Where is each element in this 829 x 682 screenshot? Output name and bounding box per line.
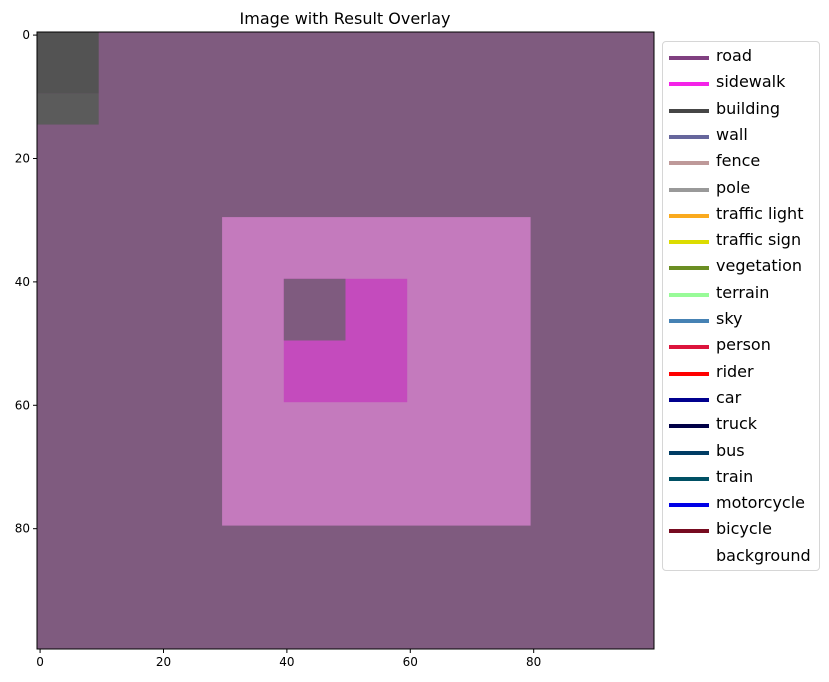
legend-swatch	[669, 82, 709, 87]
legend-item: rider	[663, 360, 819, 386]
legend-label: traffic light	[716, 203, 804, 223]
building-region	[37, 93, 99, 125]
legend-swatch	[669, 292, 709, 297]
legend-item: wall	[663, 123, 819, 149]
legend-swatch	[669, 529, 709, 534]
legend-item: bus	[663, 439, 819, 465]
legend-item: traffic light	[663, 202, 819, 228]
legend-swatch	[669, 397, 709, 402]
legend-item: background	[663, 544, 819, 570]
legend-label: pole	[716, 177, 751, 197]
legend-item: car	[663, 386, 819, 412]
legend-item: person	[663, 333, 819, 359]
legend-label: rider	[716, 361, 754, 381]
legend-label: building	[716, 98, 781, 118]
legend-label: bus	[716, 440, 745, 460]
x-axis: 0 20 40 60 80	[36, 649, 541, 669]
legend-label: background	[716, 545, 811, 565]
x-tick-label: 0	[36, 655, 44, 669]
plot-area	[36, 31, 655, 650]
legend-swatch	[669, 319, 709, 323]
legend-label: train	[716, 466, 754, 486]
y-tick-label: 0	[22, 28, 30, 42]
plot-frame	[36, 31, 655, 650]
legend-label: person	[716, 335, 771, 355]
legend-swatch	[669, 108, 709, 113]
legend-label: fence	[716, 151, 761, 171]
legend-swatch	[669, 187, 709, 192]
legend-swatch	[669, 345, 709, 350]
legend-item: road	[663, 44, 819, 70]
road-region	[283, 278, 346, 341]
legend-swatch	[669, 240, 709, 245]
legend-item: sidewalk	[663, 70, 819, 96]
legend-label: road	[716, 46, 752, 65]
legend-item: train	[663, 465, 819, 491]
legend-item: building	[663, 97, 819, 123]
y-tick-label: 40	[15, 275, 30, 289]
legend-item: terrain	[663, 281, 819, 307]
legend-label: terrain	[716, 282, 770, 302]
legend-item: pole	[663, 176, 819, 202]
legend-swatch	[669, 476, 709, 481]
x-tick-label: 60	[403, 655, 418, 669]
y-tick-label: 80	[15, 522, 30, 536]
legend-label: traffic sign	[716, 230, 802, 250]
legend-label: wall	[716, 124, 748, 144]
legend-item: bicycle	[663, 517, 819, 543]
legend-label: vegetation	[716, 256, 803, 276]
legend: road sidewalk building wall fence pole traffic…	[662, 41, 820, 571]
legend-item: fence	[663, 149, 819, 175]
legend-label: motorcycle	[716, 493, 806, 513]
legend-swatch	[669, 161, 709, 166]
legend-swatch	[669, 503, 709, 508]
chart-title: Image with Result Overlay	[240, 9, 451, 28]
legend-swatch	[669, 266, 709, 271]
x-tick-label: 40	[279, 655, 294, 669]
legend-label: car	[716, 387, 742, 407]
legend-swatch	[669, 56, 709, 60]
y-axis: 0 20 40 60 80	[15, 28, 37, 536]
legend-swatch	[669, 213, 709, 218]
y-tick-label: 60	[15, 398, 30, 412]
x-tick-label: 80	[526, 655, 541, 669]
legend-swatch	[669, 134, 709, 139]
legend-swatch	[669, 424, 709, 429]
legend-item: vegetation	[663, 254, 819, 280]
legend-item: truck	[663, 412, 819, 438]
y-tick-label: 20	[15, 151, 30, 165]
building-region	[37, 32, 99, 94]
legend-label: truck	[716, 414, 758, 434]
legend-item: traffic sign	[663, 228, 819, 254]
legend-label: sidewalk	[716, 72, 786, 92]
legend-label: bicycle	[716, 519, 772, 539]
legend-item: sky	[663, 307, 819, 333]
legend-item: motorcycle	[663, 491, 819, 517]
legend-swatch	[669, 555, 709, 560]
legend-swatch	[669, 450, 709, 455]
x-tick-label: 20	[156, 655, 171, 669]
legend-label: sky	[716, 309, 743, 328]
legend-swatch	[669, 371, 709, 376]
